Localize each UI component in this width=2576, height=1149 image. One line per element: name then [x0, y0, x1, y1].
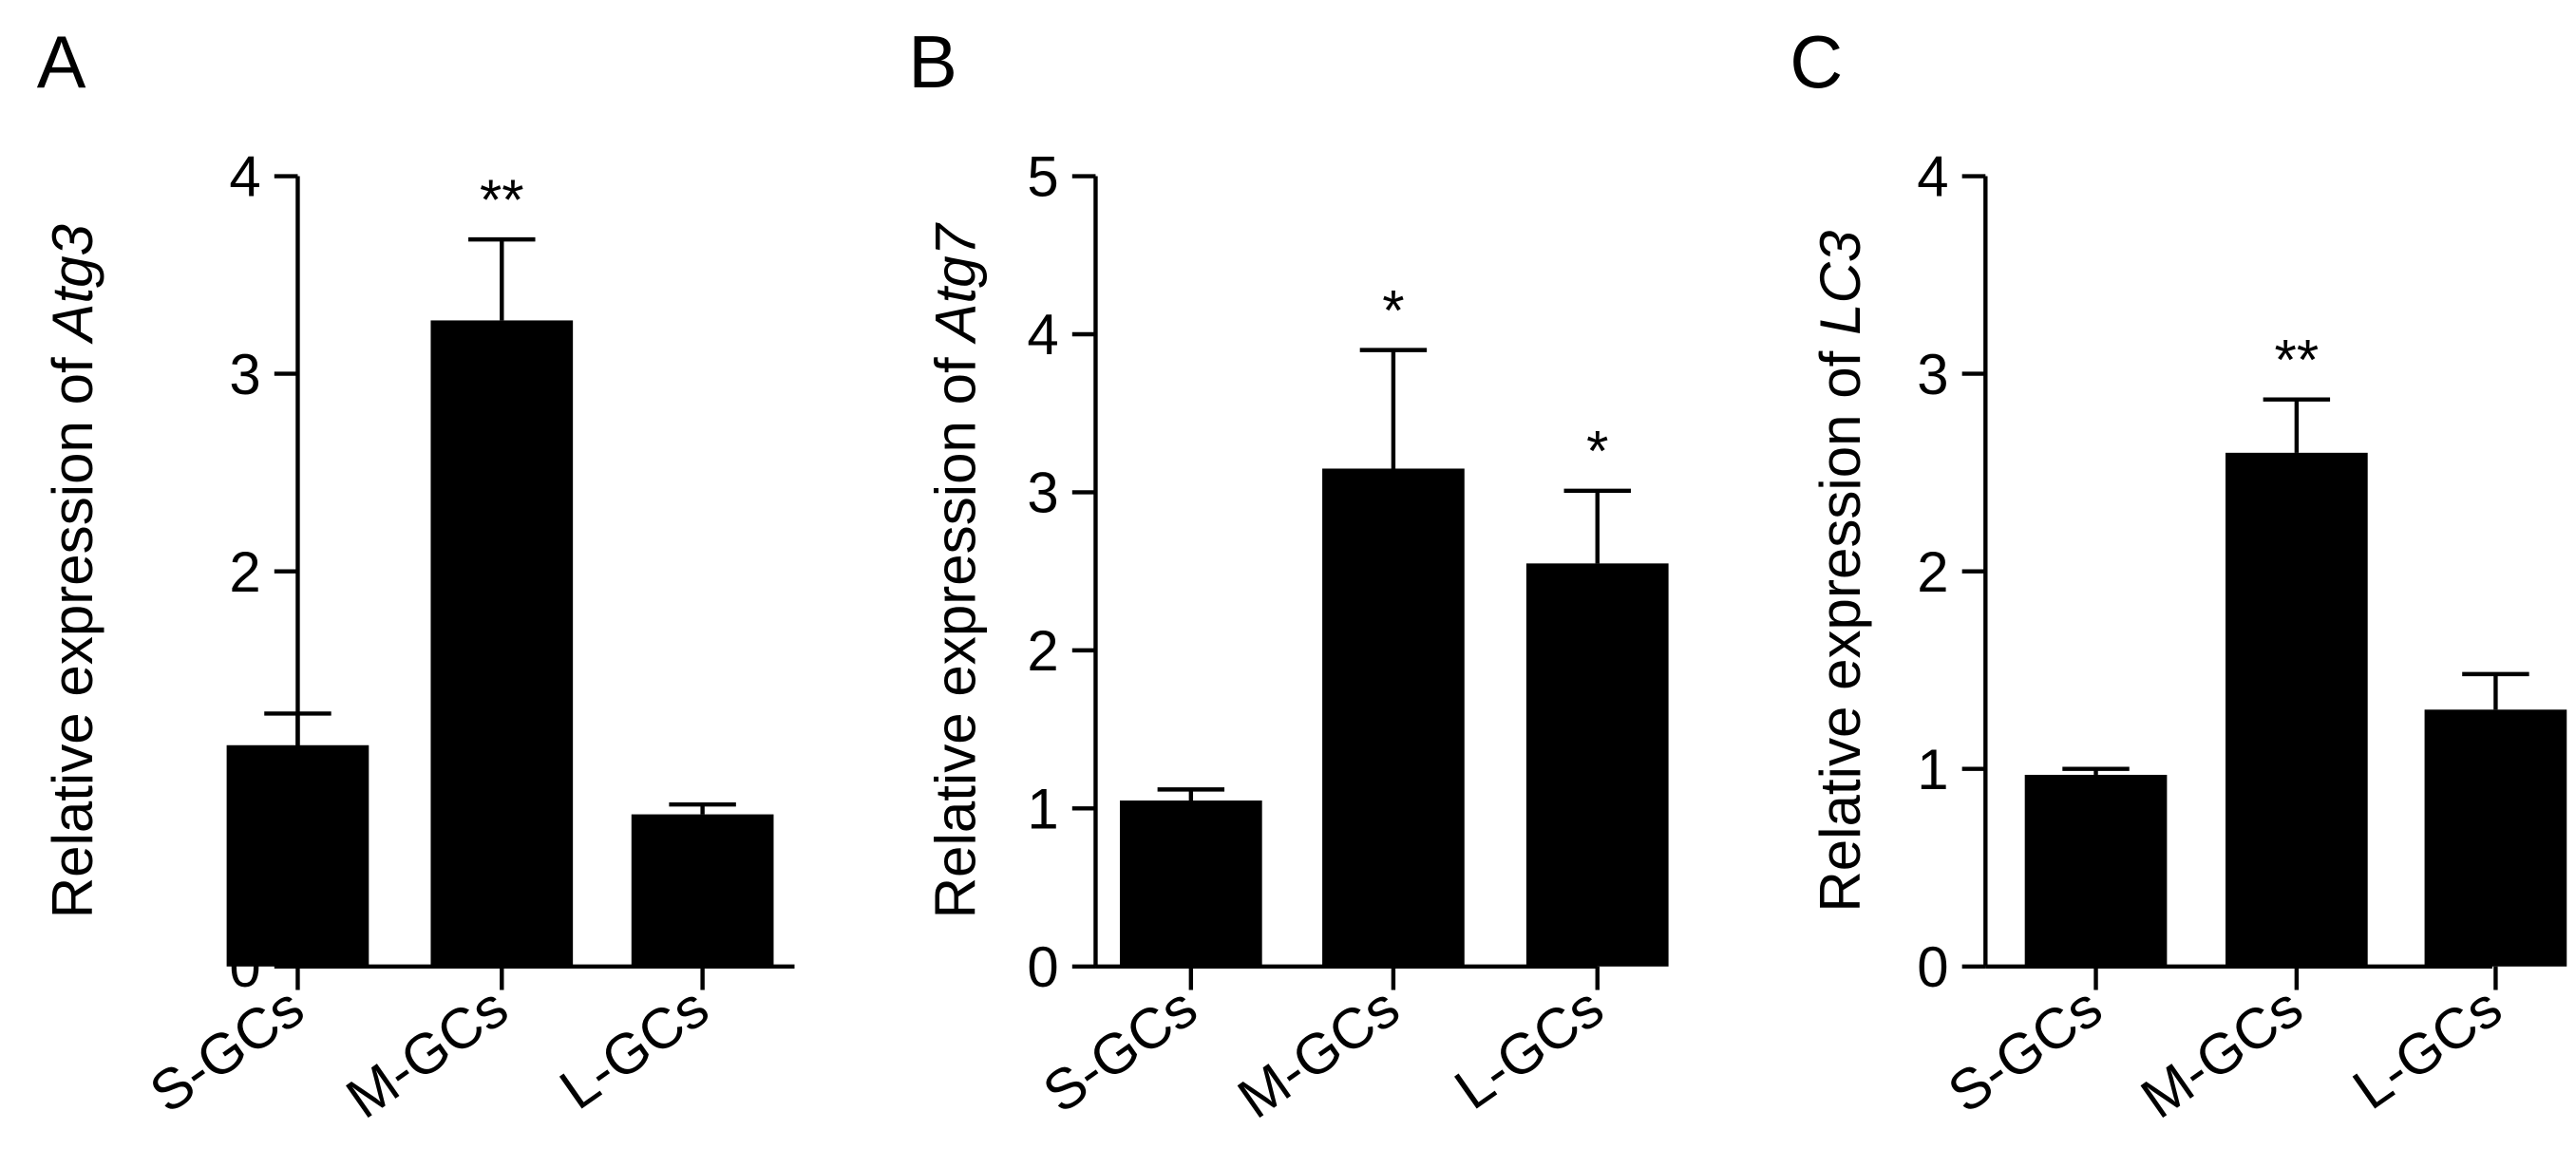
x-tick-label: S-GCs	[139, 974, 314, 1124]
panel-a: A01234Relative expression of Atg3S-GCs**…	[37, 22, 795, 1131]
panel-letter: B	[908, 22, 957, 104]
y-tick-label: 2	[229, 540, 260, 604]
y-tick-label: 4	[1917, 145, 1948, 209]
y-axis-label-prefix: Relative expression of	[1809, 335, 1872, 913]
bar-m-gcs	[430, 320, 574, 967]
bar-m-gcs	[1322, 468, 1465, 967]
y-axis-label: Relative expression of Atg7	[924, 221, 988, 918]
y-axis-label: Relative expression of LC3	[1809, 231, 1872, 913]
x-tick-label: M-GCs	[2130, 974, 2314, 1130]
significance-marker: *	[1586, 419, 1608, 482]
y-axis-label-gene: LC3	[1809, 231, 1872, 335]
x-tick-label: M-GCs	[1226, 974, 1411, 1130]
x-tick-label: L-GCs	[1444, 974, 1615, 1121]
bar-m-gcs	[2226, 452, 2368, 967]
y-axis-label: Relative expression of Atg3	[41, 224, 104, 918]
y-axis-label-gene: Atg7	[924, 221, 988, 344]
x-tick-label: L-GCs	[2341, 974, 2512, 1121]
y-tick-label: 4	[1027, 303, 1058, 367]
y-axis-label-prefix: Relative expression of	[924, 342, 988, 919]
y-tick-label: 1	[1027, 777, 1058, 840]
significance-marker: **	[480, 168, 524, 232]
bar-l-gcs	[1525, 563, 1669, 967]
y-tick-label: 3	[1917, 343, 1948, 406]
x-tick-label: S-GCs	[1937, 974, 2112, 1124]
x-tick-label: L-GCs	[549, 974, 720, 1121]
y-tick-label: 4	[229, 145, 260, 209]
bar-l-gcs	[631, 814, 774, 967]
y-tick-label: 3	[1027, 461, 1058, 525]
y-tick-label: 3	[229, 343, 260, 406]
significance-marker: *	[1382, 278, 1404, 342]
y-axis-label-gene: Atg3	[41, 224, 104, 345]
panel-letter: A	[37, 22, 86, 104]
y-tick-label: 1	[1917, 738, 1948, 801]
significance-marker: **	[2275, 328, 2320, 391]
y-tick-label: 5	[1027, 145, 1058, 209]
y-tick-label: 2	[1917, 540, 1948, 604]
panel-letter: C	[1790, 22, 1843, 104]
x-tick-label: M-GCs	[335, 974, 520, 1130]
panel-c: C 0 1 2 3 4 Relative expression of LC3 S-GCs ** M…	[1790, 22, 2567, 1131]
bar-s-gcs	[2024, 774, 2168, 967]
y-axis-label-prefix: Relative expression of	[41, 342, 104, 919]
bar-s-gcs	[1119, 801, 1262, 967]
y-tick-label: 0	[1027, 935, 1058, 999]
y-tick-label: 2	[1027, 619, 1058, 683]
bar-l-gcs	[2424, 709, 2567, 967]
y-tick-label: 0	[1917, 935, 1948, 999]
bar-s-gcs	[226, 744, 369, 967]
